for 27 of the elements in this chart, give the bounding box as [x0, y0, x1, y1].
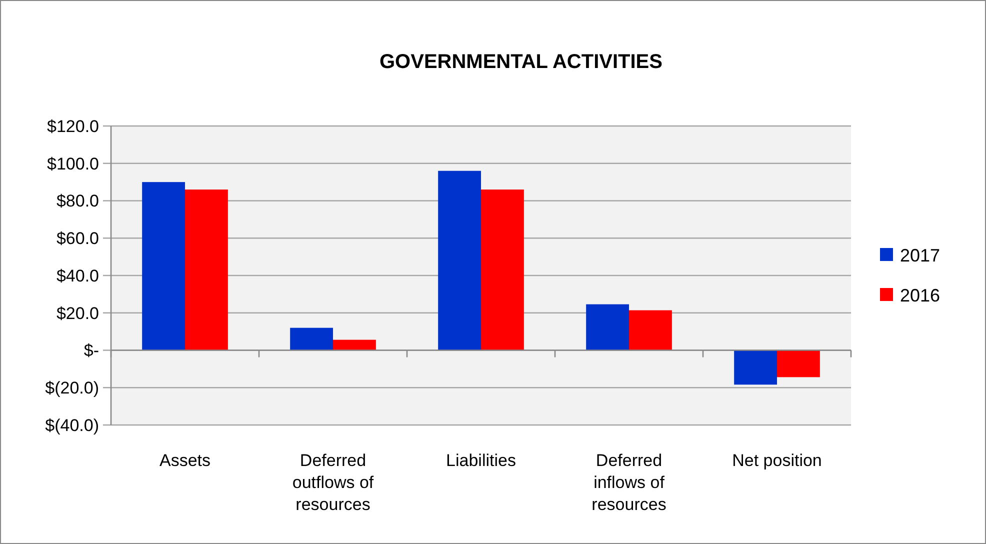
bar: [734, 350, 777, 385]
bar: [185, 190, 228, 350]
bar: [290, 328, 333, 350]
y-tick-label: $(20.0): [45, 378, 99, 398]
x-tick-label: Assets: [159, 451, 211, 470]
y-tick-label: $40.0: [56, 266, 99, 286]
y-tick-label: $100.0: [47, 154, 99, 174]
x-tick-label: Liabilities: [446, 451, 516, 470]
y-tick-label: $20.0: [56, 304, 99, 323]
y-tick-label: $60.0: [56, 229, 99, 248]
chart-title: GOVERNMENTAL ACTIVITIES: [380, 51, 662, 73]
bar: [438, 170, 481, 350]
y-tick-label: $80.0: [56, 192, 99, 211]
y-tick-label: $120.0: [47, 116, 99, 136]
x-tick-label: Deferred inflows of resources: [592, 451, 666, 514]
y-tick-label: $-: [84, 341, 99, 360]
bar: [481, 190, 524, 350]
bar: [586, 304, 629, 350]
legend-label: 2016: [900, 285, 940, 306]
bar: [142, 182, 185, 350]
y-tick-label: $(40.0): [45, 416, 99, 435]
legend-label: 2017: [900, 245, 940, 266]
x-tick-label: Deferred outflows of resources: [292, 451, 374, 514]
bar: [777, 350, 820, 378]
bar: [333, 340, 376, 350]
bar: [629, 310, 672, 350]
x-tick-label: Net position: [732, 451, 822, 470]
